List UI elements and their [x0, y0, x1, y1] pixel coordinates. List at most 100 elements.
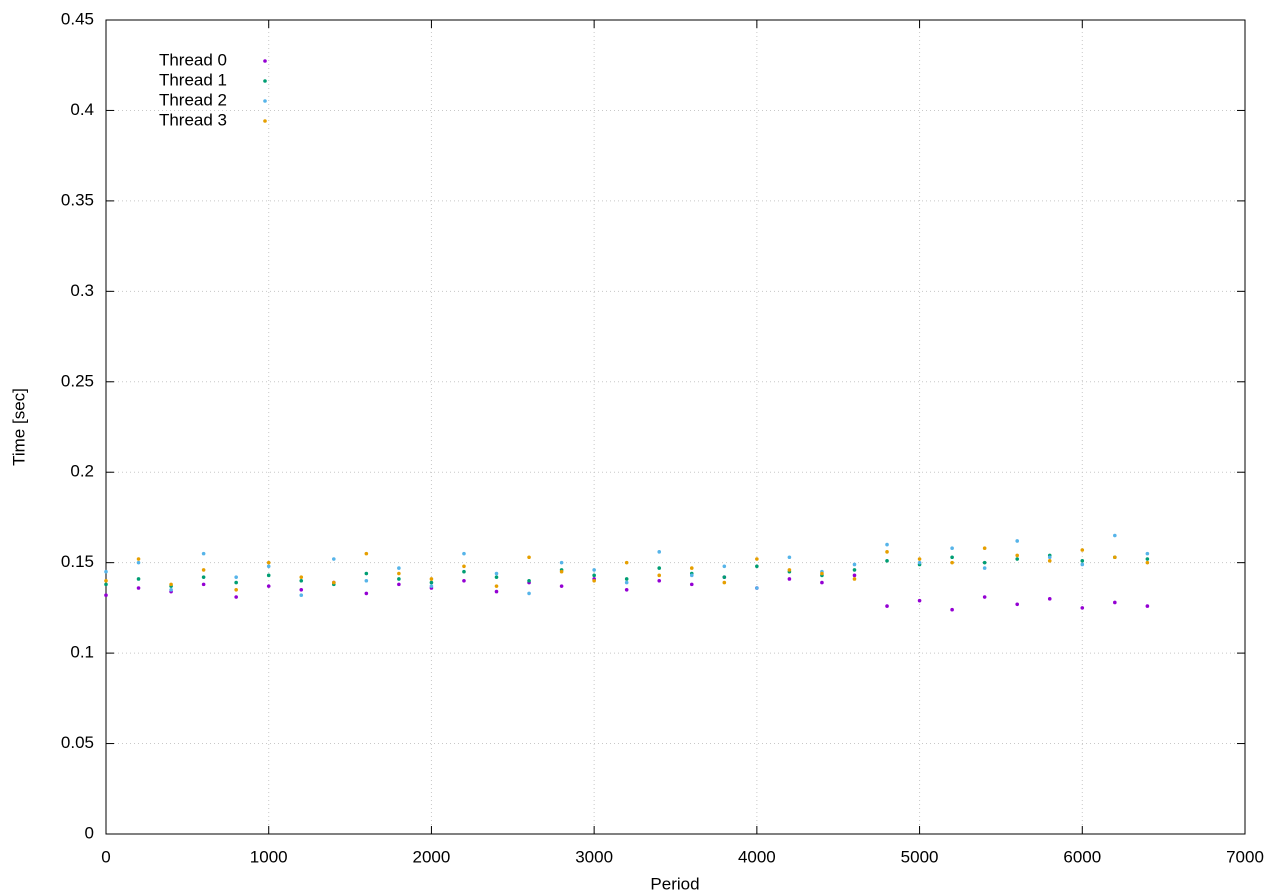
point	[104, 569, 108, 574]
point	[266, 573, 271, 578]
legend-marker	[263, 59, 267, 63]
point	[624, 577, 629, 581]
point	[332, 580, 336, 585]
point	[950, 607, 954, 612]
point	[429, 580, 434, 585]
point	[885, 559, 889, 563]
legend-marker	[263, 99, 267, 103]
point	[266, 564, 271, 569]
point	[755, 557, 759, 561]
point	[852, 568, 857, 572]
plot-border	[105, 19, 1246, 835]
legend-label: Thread 1	[159, 70, 227, 89]
point	[787, 577, 792, 581]
point	[1015, 602, 1019, 607]
point	[234, 595, 238, 599]
point	[917, 560, 922, 565]
point	[299, 588, 304, 592]
point	[299, 593, 304, 598]
point	[201, 582, 206, 587]
point	[982, 546, 987, 550]
point	[332, 557, 336, 561]
point	[462, 564, 466, 569]
point	[1015, 557, 1019, 561]
point	[982, 560, 987, 565]
point	[1145, 551, 1150, 556]
point	[1145, 557, 1150, 561]
point	[755, 564, 759, 569]
point	[364, 571, 369, 576]
point	[755, 586, 759, 590]
y-tick-label: 0.1	[70, 643, 94, 662]
point	[494, 571, 499, 576]
y-tick-label: 0.15	[61, 552, 94, 571]
point	[1080, 562, 1085, 567]
point	[689, 573, 694, 578]
point	[397, 577, 401, 581]
point	[1113, 600, 1117, 605]
point	[624, 588, 629, 592]
point	[982, 595, 987, 599]
point	[885, 604, 889, 608]
point	[820, 580, 824, 585]
point	[689, 566, 694, 570]
point	[299, 575, 304, 579]
point	[722, 580, 727, 585]
point	[592, 573, 596, 578]
point	[950, 555, 954, 560]
point	[494, 584, 499, 588]
point	[689, 582, 694, 587]
point	[169, 588, 173, 592]
x-tick-label: 4000	[738, 847, 776, 866]
y-tick-label: 0.35	[61, 190, 94, 209]
legend-label: Thread 2	[159, 90, 227, 109]
point	[299, 578, 304, 583]
y-tick-label: 0.05	[61, 733, 94, 752]
point	[104, 593, 108, 598]
y-tick-label: 0.45	[61, 9, 94, 28]
point	[364, 551, 369, 556]
point	[1015, 553, 1019, 558]
point	[136, 586, 141, 590]
point	[201, 551, 206, 556]
point	[1047, 559, 1052, 563]
point	[462, 578, 466, 583]
point	[559, 569, 564, 574]
point	[494, 589, 499, 594]
point	[494, 575, 499, 579]
point	[624, 580, 629, 585]
point	[559, 560, 564, 565]
point	[852, 577, 857, 581]
point	[397, 582, 401, 587]
point	[592, 578, 596, 583]
point	[266, 584, 271, 588]
point	[429, 577, 434, 581]
y-tick-label: 0.4	[70, 100, 94, 119]
x-tick-label: 2000	[413, 847, 451, 866]
point	[1047, 555, 1052, 560]
point	[136, 560, 141, 565]
point	[1080, 606, 1085, 610]
point	[950, 560, 954, 565]
y-axis-label: Time [sec]	[9, 388, 28, 466]
y-tick-label: 0	[85, 823, 94, 842]
point	[657, 566, 662, 570]
point	[104, 582, 108, 587]
x-tick-label: 6000	[1063, 847, 1101, 866]
point	[527, 578, 531, 583]
point	[201, 575, 206, 579]
point	[1080, 548, 1085, 552]
x-tick-label: 3000	[575, 847, 613, 866]
point	[917, 557, 922, 561]
point	[527, 591, 531, 596]
point	[917, 598, 922, 603]
x-tick-label: 7000	[1226, 847, 1264, 866]
point	[1145, 604, 1150, 608]
point	[234, 588, 238, 592]
point	[462, 551, 466, 556]
point	[885, 542, 889, 547]
y-tick-label: 0.25	[61, 371, 94, 390]
x-tick-label: 5000	[901, 847, 939, 866]
point	[364, 578, 369, 583]
